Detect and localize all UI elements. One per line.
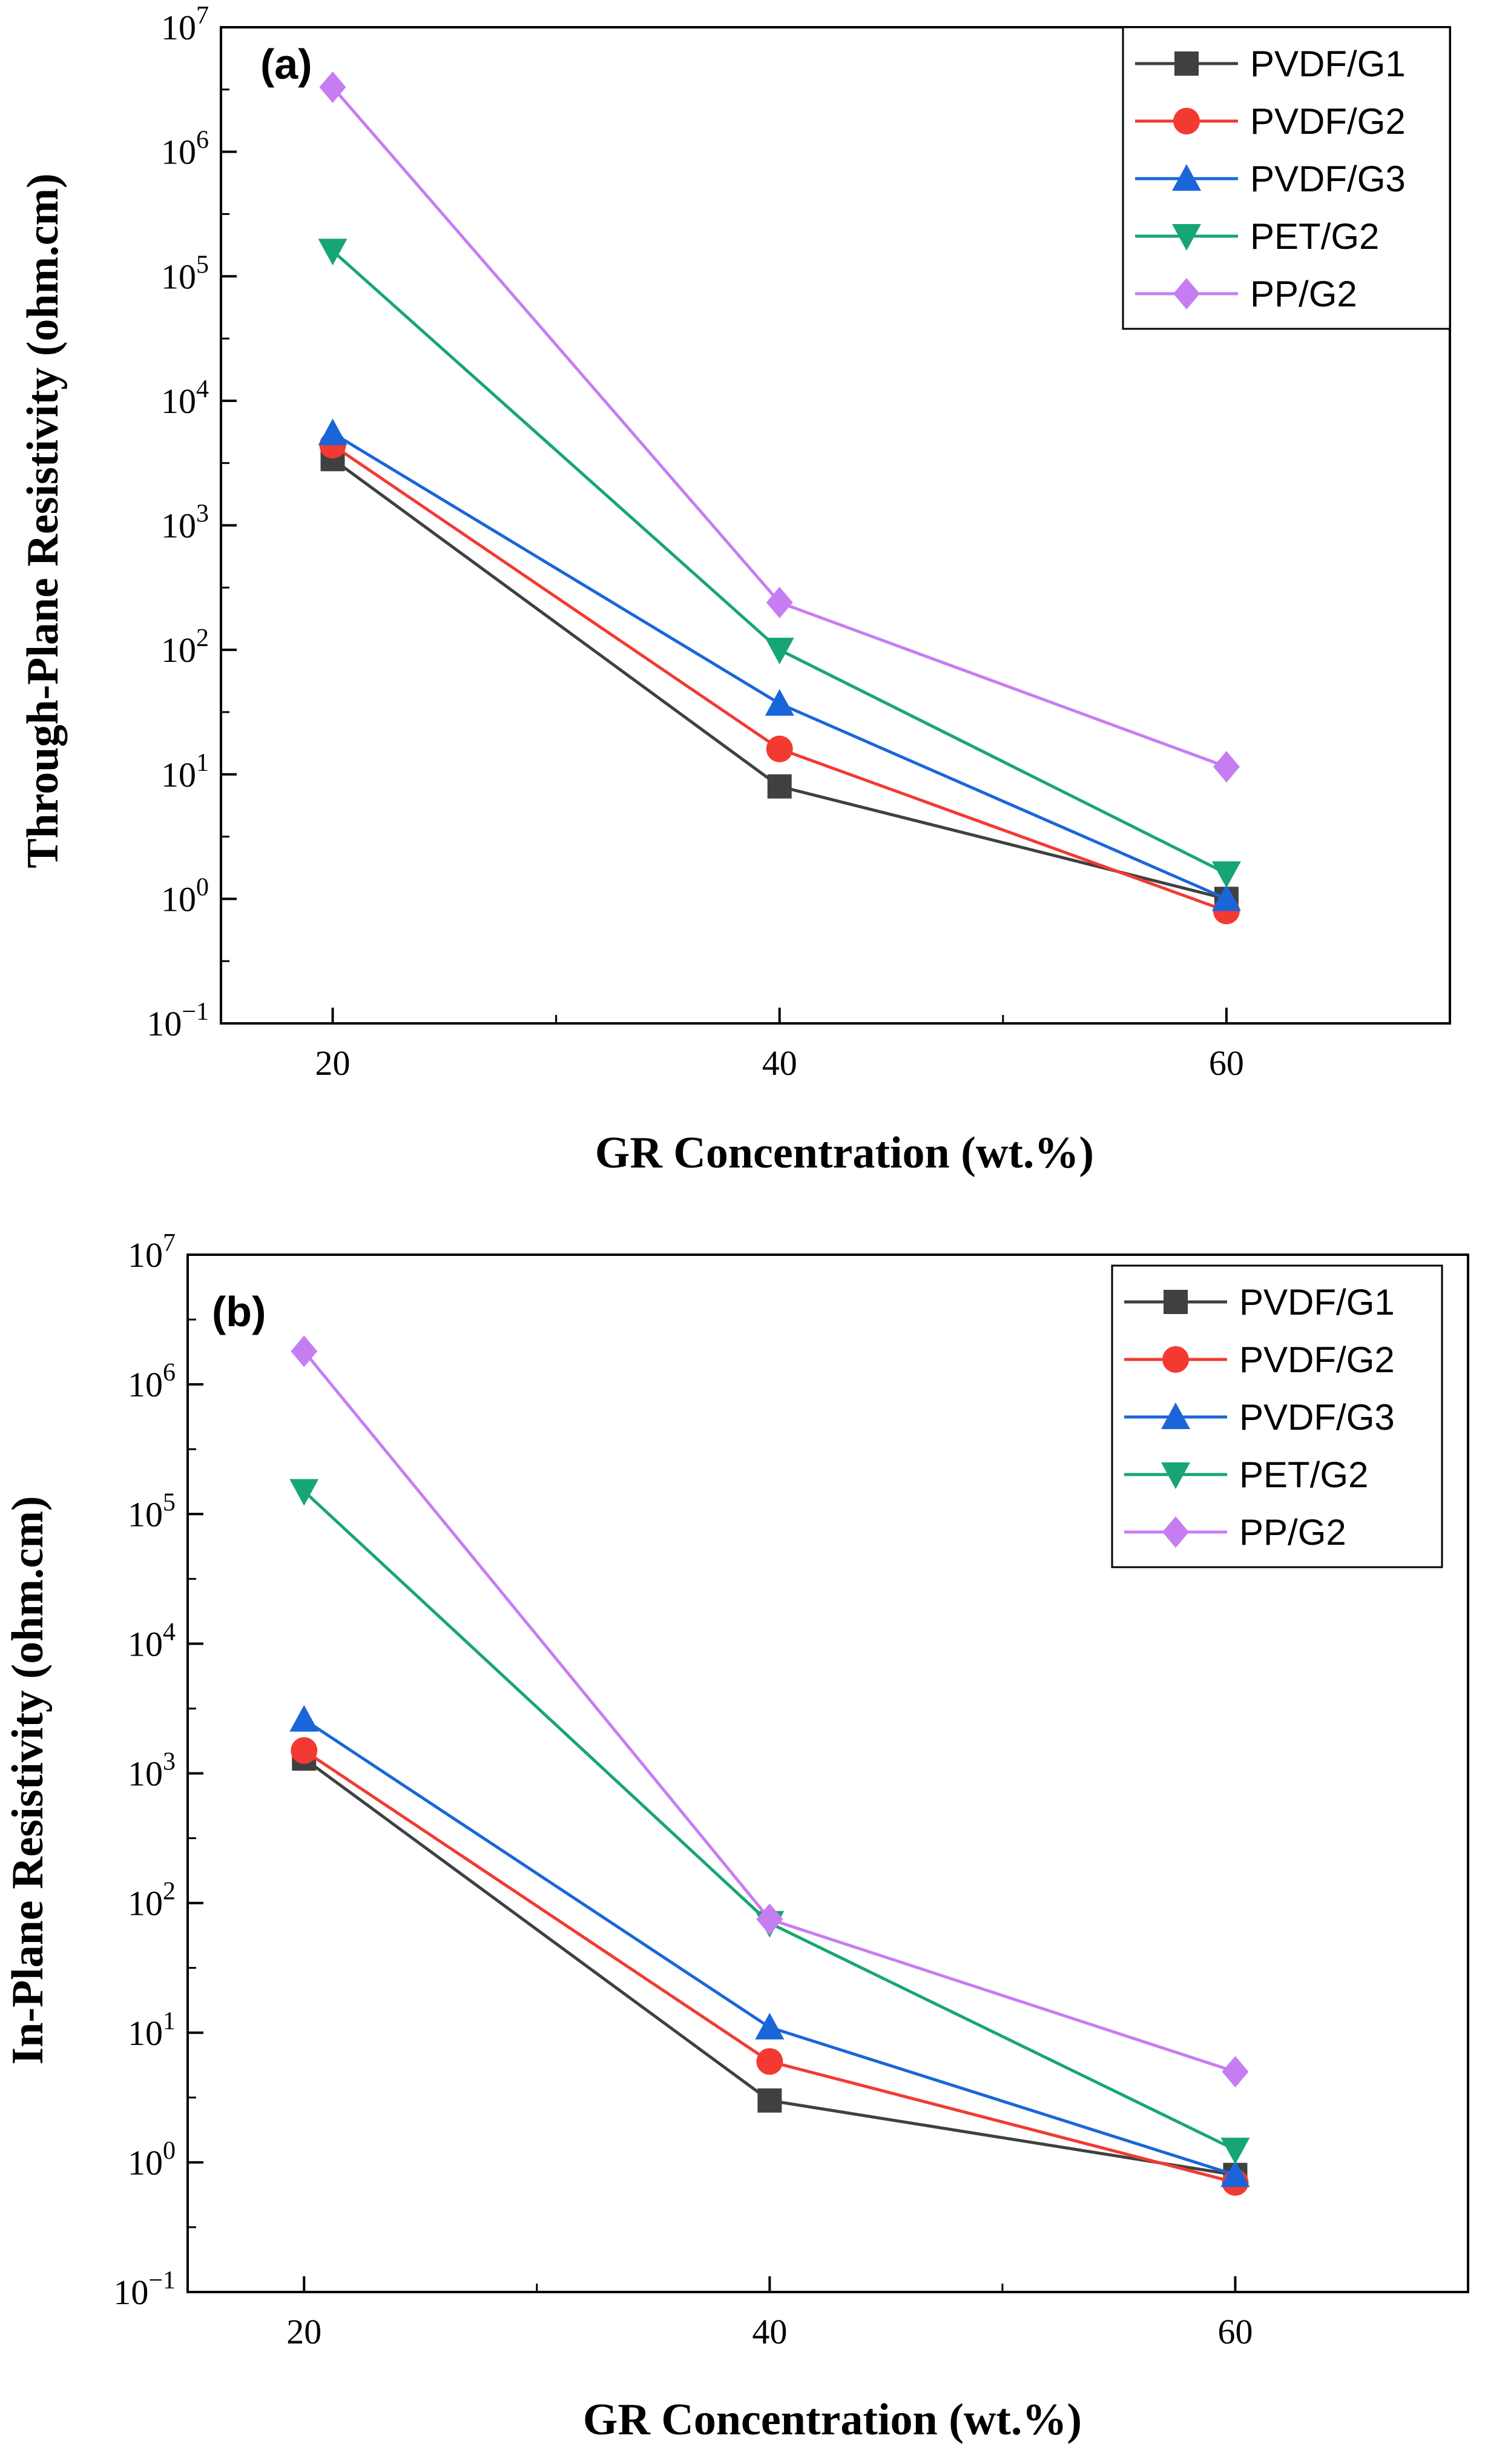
y-tick-label: 104 <box>128 1618 176 1663</box>
legend-marker <box>1174 51 1199 76</box>
data-point <box>289 1705 319 1732</box>
x-tick-label: 60 <box>1217 2312 1253 2351</box>
y-tick-label: 100 <box>128 2137 176 2182</box>
legend-label: PVDF/G3 <box>1250 159 1406 199</box>
y-tick-label: 107 <box>161 2 209 47</box>
series-line <box>303 1749 1236 2184</box>
y-tick-label: 106 <box>161 127 209 172</box>
y-tick-label: 102 <box>128 1878 176 1923</box>
legend-label: PVDF/G1 <box>1239 1282 1395 1323</box>
data-point <box>291 1335 318 1367</box>
legend-label: PET/G2 <box>1250 216 1379 257</box>
data-point <box>1211 861 1241 888</box>
data-point <box>1222 2056 1249 2088</box>
y-tick-label: 104 <box>161 375 209 421</box>
series-line <box>303 1350 1236 2073</box>
legend-marker <box>1161 1462 1190 1489</box>
series-pvdf-g3 <box>318 418 1241 911</box>
legend-marker <box>1173 278 1200 309</box>
series-line <box>332 432 1227 900</box>
data-point <box>318 418 347 446</box>
data-point <box>291 1737 318 1764</box>
legend-marker <box>1172 164 1201 191</box>
legend-marker <box>1162 1516 1189 1548</box>
data-point <box>319 71 346 104</box>
data-point <box>756 2048 783 2075</box>
data-point <box>757 2088 782 2113</box>
y-tick-label: 102 <box>161 624 209 670</box>
x-tick-label: 20 <box>315 1043 351 1083</box>
data-point <box>318 239 347 266</box>
data-point <box>1211 884 1241 911</box>
panel-label: (b) <box>212 1288 266 1335</box>
data-point <box>767 774 792 799</box>
legend-marker <box>1172 224 1201 251</box>
y-tick-label: 107 <box>128 1229 176 1275</box>
series-pvdf-g1 <box>292 1746 1248 2187</box>
legend-marker <box>1164 1290 1188 1314</box>
data-point <box>755 2012 785 2040</box>
series-pvdf-g3 <box>289 1705 1250 2187</box>
y-tick-label: 101 <box>128 2007 176 2053</box>
data-point <box>1213 751 1240 783</box>
x-tick-label: 20 <box>286 2312 321 2351</box>
legend-label: PVDF/G2 <box>1239 1339 1395 1380</box>
y-tick-label: 106 <box>128 1359 176 1404</box>
series-line <box>331 86 1227 768</box>
legend-label: PP/G2 <box>1239 1512 1346 1553</box>
data-point <box>1220 2138 1250 2165</box>
series-pvdf-g2 <box>319 432 1240 925</box>
series-pvdf-g1 <box>320 447 1239 911</box>
y-tick-label: 103 <box>128 1748 176 1794</box>
legend-label: PVDF/G3 <box>1239 1397 1395 1438</box>
legend-label: PVDF/G2 <box>1250 101 1406 142</box>
legend-marker <box>1161 1402 1190 1429</box>
series-pp-g2 <box>291 1335 1249 2088</box>
legend-marker <box>1173 108 1200 134</box>
data-point <box>765 689 794 716</box>
y-tick-label: 103 <box>161 500 209 546</box>
legend-marker <box>1162 1346 1189 1373</box>
legend-label: PET/G2 <box>1239 1455 1368 1495</box>
y-tick-label: 100 <box>161 873 209 919</box>
x-tick-label: 60 <box>1209 1043 1244 1083</box>
legend: PVDF/G1 PVDF/G2 PVDF/G3 PET/G2 PP/G2 <box>1111 1264 1443 1568</box>
y-axis-title: In-Plane Resistivity (ohm.cm) <box>3 1496 53 2064</box>
panel-label: (a) <box>260 41 312 88</box>
y-tick-label: 10−1 <box>113 2267 176 2312</box>
y-tick-label: 10−1 <box>147 998 209 1043</box>
y-tick-label: 105 <box>128 1488 176 1534</box>
x-tick-label: 40 <box>762 1043 797 1083</box>
legend-label: PVDF/G1 <box>1250 44 1406 84</box>
data-point <box>766 735 793 762</box>
data-point <box>766 586 793 618</box>
y-tick-label: 101 <box>161 749 209 794</box>
data-point <box>765 638 794 665</box>
y-axis-title: Through-Plane Resistivity (ohm.cm) <box>18 173 68 868</box>
legend-label: PP/G2 <box>1250 274 1357 314</box>
data-point <box>756 1903 783 1935</box>
x-tick-label: 40 <box>752 2312 787 2351</box>
series-pet-g2 <box>318 239 1241 888</box>
series-line <box>332 458 1227 900</box>
data-point <box>289 1479 319 1506</box>
x-axis-title: GR Concentration (wt.%) <box>595 1128 1094 1178</box>
chart-panel-b: 10−1 100 101 102 103 104 105 106 107 20 40 60 GR Con… <box>3 1229 1469 2445</box>
legend: PVDF/G1 PVDF/G2 PVDF/G3 PET/G2 PP/G2 <box>1122 26 1451 330</box>
chart-panel-a: 10−1 100 101 102 103 104 105 106 107 20 40 60 GR Con… <box>18 2 1451 1178</box>
data-point <box>1220 2160 1250 2187</box>
x-axis-title: GR Concentration (wt.%) <box>583 2395 1082 2445</box>
y-tick-label: 105 <box>161 251 209 296</box>
series-pp-g2 <box>319 71 1240 783</box>
